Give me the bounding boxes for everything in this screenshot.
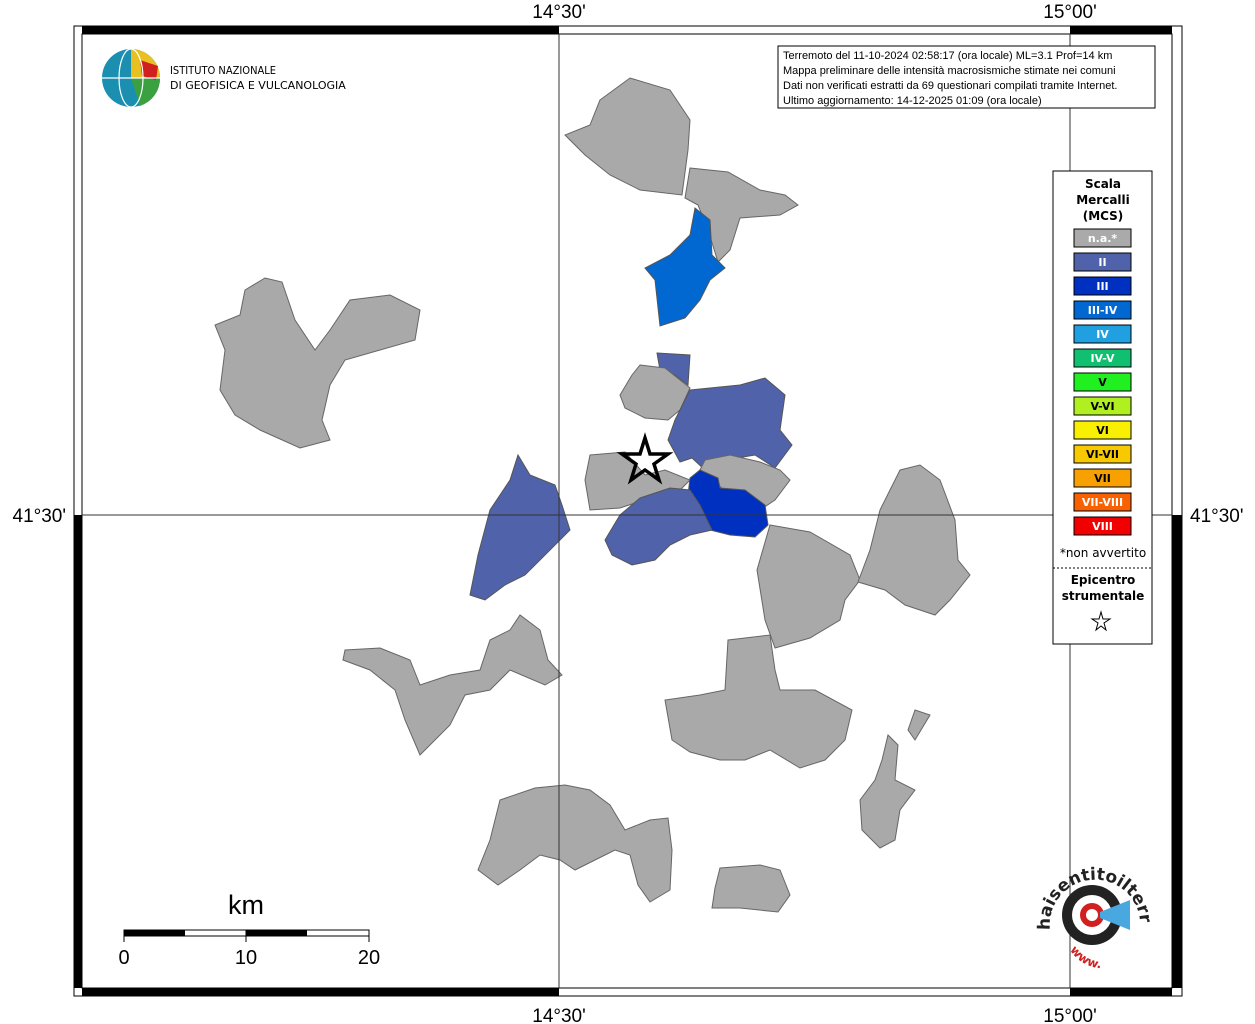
info-line: Ultimo aggiornamento: 14-12-2025 01:09 (… <box>783 95 1042 107</box>
scale-bar-segment <box>246 930 307 936</box>
map-border <box>81 33 1173 989</box>
legend-swatch <box>1073 372 1132 392</box>
legend-note: *non avvertito <box>1060 546 1146 560</box>
region <box>604 487 713 566</box>
regions <box>214 77 971 913</box>
lat-label: 41°30' <box>1190 506 1244 527</box>
region <box>857 464 971 616</box>
lat-label: 41°30' <box>13 506 67 527</box>
legend-label: V-VI <box>1090 400 1114 413</box>
legend-label: VII-VIII <box>1082 496 1123 509</box>
scale-unit: km <box>228 890 264 920</box>
legend-swatch <box>1073 492 1132 512</box>
legend-label: VII <box>1094 472 1111 485</box>
legend-epicenter: Epicentro <box>1071 573 1136 587</box>
epicenter-star <box>616 432 674 485</box>
legend-label: IV-V <box>1090 352 1115 365</box>
region <box>477 784 673 903</box>
legend-swatch <box>1073 228 1132 248</box>
legend-swatch <box>1073 300 1132 320</box>
legend-label: III <box>1096 280 1108 293</box>
legend-swatch <box>1073 396 1132 416</box>
frame-strip <box>82 988 559 996</box>
region <box>214 277 421 449</box>
legend-label: n.a.* <box>1088 232 1118 245</box>
region <box>469 453 571 601</box>
legend-swatch <box>1073 444 1132 464</box>
region <box>907 709 931 741</box>
legend-swatch <box>1073 252 1132 272</box>
frame-strip <box>74 515 82 988</box>
legend-label: V <box>1098 376 1107 389</box>
legend-epicenter: strumentale <box>1062 589 1145 603</box>
badge-wave <box>1100 900 1130 930</box>
legend-swatch <box>1073 276 1132 296</box>
logo-globe <box>131 78 161 106</box>
legend-label: IV <box>1096 328 1109 341</box>
legend-swatch <box>1073 468 1132 488</box>
legend: ScalaMercalli(MCS)n.a.*IIIIIIII-IVIVIV-V… <box>1073 177 1132 536</box>
frame <box>73 25 1183 997</box>
logo-text: DI GEOFISICA E VULCANOLOGIA <box>170 79 346 92</box>
region <box>756 524 861 649</box>
frame-strip <box>1070 26 1172 34</box>
region <box>859 734 916 849</box>
frame-strip <box>1172 515 1182 988</box>
lon-label: 15°00' <box>1043 1006 1097 1024</box>
legend-label: III-IV <box>1088 304 1118 317</box>
legend-title: Mercalli <box>1076 193 1130 207</box>
info-lines: Terremoto del 11-10-2024 02:58:17 (ora l… <box>783 50 1117 107</box>
legend-star <box>1090 610 1112 632</box>
badge-ring <box>1086 909 1098 921</box>
scale-bar-segment <box>124 930 185 936</box>
legend-swatch <box>1073 348 1132 368</box>
ingv-logo: ISTITUTO NAZIONALE DI GEOFISICA E VULCAN… <box>102 48 346 108</box>
frame-strip <box>1070 988 1172 996</box>
info-line: Dati non verificati estratti da 69 quest… <box>783 80 1117 92</box>
lon-label: 15°00' <box>1043 2 1097 23</box>
info-box <box>777 45 1156 109</box>
scale-bar: km 0 10 20 <box>118 890 380 969</box>
legend-label: VIII <box>1092 520 1113 533</box>
logo-globe <box>140 60 158 80</box>
lon-label: 14°30' <box>532 1006 586 1024</box>
scale-label: 0 <box>118 947 129 969</box>
legend-swatch <box>1073 324 1132 344</box>
region <box>342 614 563 756</box>
legend-label: VI <box>1096 424 1109 437</box>
legend-label: VI-VII <box>1086 448 1119 461</box>
scale-label: 20 <box>358 947 380 969</box>
legend-title: Scala <box>1085 177 1121 191</box>
frame-strip <box>82 26 559 34</box>
region <box>619 364 691 421</box>
region <box>684 167 799 263</box>
region <box>664 634 853 769</box>
legend-title: (MCS) <box>1083 209 1124 223</box>
logo-text: ISTITUTO NAZIONALE <box>170 64 276 77</box>
legend-swatch <box>1073 420 1132 440</box>
lon-label: 14°30' <box>532 2 586 23</box>
info-line: Terremoto del 11-10-2024 02:58:17 (ora l… <box>783 50 1112 62</box>
legend-label: II <box>1098 256 1106 269</box>
region <box>644 207 726 327</box>
region <box>711 864 791 913</box>
legend-swatch <box>1073 516 1132 536</box>
region <box>564 77 691 196</box>
info-line: Mappa preliminare delle intensità macros… <box>783 65 1116 77</box>
scale-label: 10 <box>235 947 257 969</box>
region <box>667 377 793 471</box>
